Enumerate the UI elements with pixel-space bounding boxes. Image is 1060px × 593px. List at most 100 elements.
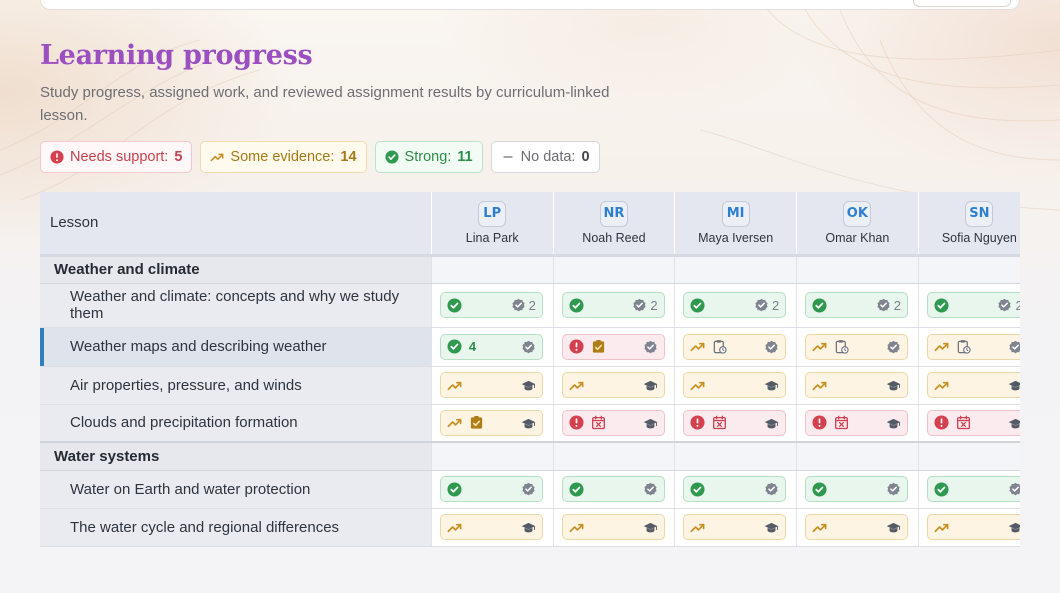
- pill-right-group: [764, 378, 779, 393]
- progress-cell: [430, 508, 554, 547]
- progress-pill-some[interactable]: [561, 514, 665, 540]
- progress-pill-support[interactable]: [561, 409, 665, 436]
- pill-right-group: [886, 340, 901, 355]
- assignment-done-icon: [462, 415, 484, 430]
- progress-cell: 2: [674, 283, 797, 328]
- progress-pill-some[interactable]: [926, 514, 1020, 540]
- lesson-name[interactable]: Air properties, pressure, and winds: [40, 366, 432, 405]
- progress-pill-support[interactable]: [683, 409, 787, 436]
- alert-circle-icon: [934, 415, 949, 430]
- pill-right-group: [1008, 378, 1020, 393]
- progress-pill-support[interactable]: [561, 333, 665, 360]
- progress-pill-strong[interactable]: 4: [439, 333, 543, 360]
- assignment-overdue-icon: [584, 415, 606, 430]
- student-column-header[interactable]: NR Noah Reed: [552, 192, 675, 257]
- progress-pill-some[interactable]: [926, 333, 1020, 360]
- progress-pill-strong[interactable]: [805, 476, 908, 502]
- progress-pill-strong[interactable]: 2: [805, 292, 908, 318]
- student-column-header[interactable]: MI Maya Iversen: [674, 192, 797, 257]
- progress-pill-some[interactable]: [805, 333, 908, 360]
- lesson-name[interactable]: Water on Earth and water protection: [40, 470, 432, 509]
- progress-pill-some[interactable]: [683, 514, 787, 540]
- progress-pill-some[interactable]: [805, 372, 908, 398]
- check-circle-icon: [934, 481, 949, 497]
- check-circle-icon: [690, 481, 705, 497]
- lesson-name[interactable]: The water cycle and regional differences: [40, 508, 432, 547]
- trending-up-icon: [934, 378, 949, 393]
- summary-chip-count: 14: [340, 149, 357, 165]
- progress-cell: 2: [552, 283, 675, 328]
- student-avatar: NR: [599, 200, 628, 227]
- progress-pill-strong[interactable]: [439, 476, 543, 502]
- pill-right-group: [1008, 520, 1020, 535]
- lesson-name[interactable]: Weather and climate: concepts and why we…: [40, 283, 432, 328]
- check-circle-icon: [934, 297, 949, 313]
- progress-pill-some[interactable]: [439, 409, 543, 436]
- pill-right-group: [764, 340, 779, 355]
- progress-pill-some[interactable]: [561, 372, 665, 398]
- progress-pill-strong[interactable]: 2: [683, 292, 787, 318]
- check-circle-icon: [812, 481, 827, 497]
- progress-pill-support[interactable]: [805, 409, 908, 436]
- trending-up-icon: [569, 520, 584, 535]
- progress-pill-strong[interactable]: 2: [926, 292, 1020, 318]
- progress-pill-some[interactable]: [439, 514, 543, 540]
- summary-chip-strong[interactable]: Strong: 11: [374, 141, 483, 173]
- reviewed-total: 2: [893, 298, 901, 313]
- progress-grid: Lesson LP Lina Park NR Noah Reed MI Maya Iver…: [40, 192, 1020, 551]
- summary-chip-nodata[interactable]: No data: 0: [490, 141, 600, 173]
- page-subtitle: Study progress, assigned work, and revie…: [40, 84, 610, 124]
- progress-cell: [796, 508, 919, 547]
- progress-pill-support[interactable]: [926, 409, 1020, 436]
- top-card-button[interactable]: [913, 0, 1011, 7]
- alert-circle-icon: [812, 415, 827, 430]
- progress-cell: 4: [430, 327, 554, 367]
- student-column-header[interactable]: SN Sofia Nguyen: [917, 192, 1020, 257]
- progress-pill-some[interactable]: [439, 372, 543, 398]
- summary-chip-some[interactable]: Some evidence: 14: [200, 141, 367, 173]
- progress-pill-some[interactable]: [683, 372, 787, 398]
- summary-chip-support[interactable]: Needs support: 5: [40, 141, 193, 173]
- student-column-header[interactable]: OK Omar Khan: [796, 192, 919, 257]
- progress-cell: [552, 404, 675, 443]
- table-header-row: Lesson LP Lina Park NR Noah Reed MI Maya Iver…: [40, 192, 1020, 257]
- lesson-name[interactable]: Clouds and precipitation formation: [40, 404, 432, 443]
- progress-cell: [552, 366, 675, 405]
- section-cell: [917, 255, 1020, 284]
- reviewed-badge-icon: [643, 340, 658, 355]
- progress-pill-some[interactable]: [683, 333, 787, 360]
- student-column-header[interactable]: LP Lina Park: [430, 192, 554, 257]
- lesson-row[interactable]: Clouds and precipitation formation: [40, 404, 1020, 443]
- progress-pill-some[interactable]: [926, 372, 1020, 398]
- study-cap-icon: [1008, 520, 1020, 535]
- progress-pill-some[interactable]: [805, 514, 908, 540]
- progress-cell: [552, 470, 675, 509]
- page-title: Learning progress: [40, 40, 313, 71]
- lesson-row[interactable]: Water on Earth and water protection: [40, 470, 1020, 509]
- assignment-overdue-icon: [949, 415, 971, 430]
- lesson-row[interactable]: Weather maps and describing weather 4: [40, 327, 1020, 367]
- lesson-row[interactable]: Weather and climate: concepts and why we…: [40, 283, 1020, 328]
- student-name: Noah Reed: [582, 230, 646, 245]
- lesson-row[interactable]: The water cycle and regional differences: [40, 508, 1020, 547]
- check-circle-icon: [447, 297, 462, 313]
- lesson-row[interactable]: Air properties, pressure, and winds: [40, 366, 1020, 405]
- summary-chips: Needs support: 5 Some evidence: 14 Strong: 11…: [40, 141, 600, 173]
- top-card: [40, 0, 1020, 10]
- pill-right-group: [643, 416, 658, 431]
- study-cap-icon: [643, 520, 658, 535]
- section-cell: [552, 255, 675, 284]
- trending-up-icon: [934, 520, 949, 535]
- lesson-name[interactable]: Weather maps and describing weather: [40, 327, 432, 367]
- progress-pill-strong[interactable]: [926, 476, 1020, 502]
- pill-right-group: [643, 340, 658, 355]
- progress-cell: [917, 404, 1020, 443]
- progress-pill-strong[interactable]: 2: [439, 292, 543, 318]
- study-cap-icon: [643, 378, 658, 393]
- trending-up-icon: [210, 150, 224, 164]
- progress-pill-strong[interactable]: [683, 476, 787, 502]
- progress-cell: [917, 366, 1020, 405]
- progress-pill-strong[interactable]: 2: [561, 292, 665, 318]
- progress-pill-strong[interactable]: [561, 476, 665, 502]
- student-name: Omar Khan: [825, 230, 890, 245]
